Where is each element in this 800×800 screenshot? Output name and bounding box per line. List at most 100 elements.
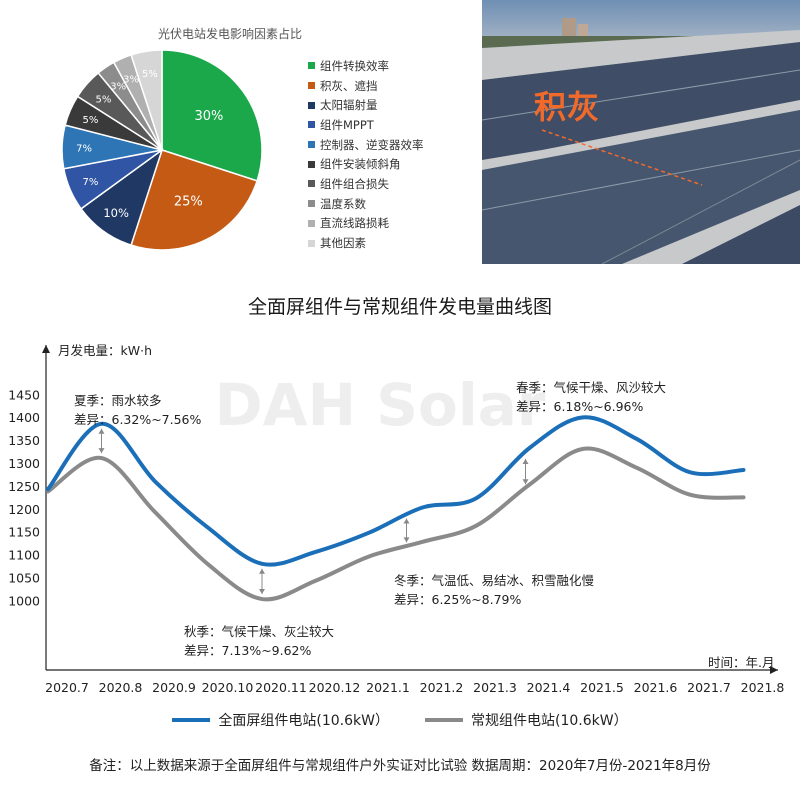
pie-slice-label: 30% [194, 109, 223, 124]
footnote: 备注：以上数据来源于全面屏组件与常规组件户外实证对比试验 数据周期：2020年7… [89, 758, 711, 774]
pie-slice-label: 25% [174, 195, 203, 210]
difference-arrowhead [259, 568, 265, 574]
series-line-full-screen [46, 415, 746, 567]
pie-slice-label: 3% [123, 74, 139, 85]
pie-legend-swatch [308, 121, 315, 129]
pie-legend-item: 积灰、遮挡 [308, 76, 424, 96]
y-tick-label: 1250 [8, 479, 40, 494]
line-chart-title: 全面屏组件与常规组件发电量曲线图 [247, 296, 552, 318]
legend-conventional: 常规组件电站(10.6kW） [425, 710, 628, 730]
y-tick-label: 1300 [8, 456, 40, 471]
x-tick-label: 2021.5 [580, 680, 624, 695]
pie-legend-swatch [308, 141, 315, 149]
y-tick-label: 1150 [8, 525, 40, 540]
pie-legend-label: 组件组合损失 [320, 176, 389, 191]
annotation-autumn: 秋季：气候干燥、灰尘较大 差异：7.13%~9.62% [184, 622, 334, 660]
x-tick-label: 2020.9 [152, 680, 196, 695]
annotation-spring-season: 春季：气候干燥、风沙较大 [516, 380, 667, 395]
annotation-autumn-diff: 差异：7.13%~9.62% [184, 643, 312, 658]
pie-legend-label: 直流线路损耗 [320, 216, 389, 231]
difference-arrowhead [98, 448, 105, 454]
pie-legend-swatch [308, 62, 315, 70]
legend-full-screen: 全面屏组件电站(10.6kW） [172, 710, 389, 730]
pie-legend-item: 组件组合损失 [308, 174, 424, 194]
annotation-spring-diff: 差异：6.18%~6.96% [516, 399, 644, 414]
legend-conventional-swatch [425, 718, 463, 722]
x-tick-label: 2021.6 [634, 680, 678, 695]
pie-legend-label: 组件安装倾斜角 [320, 157, 401, 172]
difference-arrowhead [403, 518, 410, 524]
x-tick-label: 2020.8 [99, 680, 143, 695]
y-axis-label: 月发电量：kW·h [58, 343, 152, 358]
solar-panel-photo: 积灰 [482, 0, 800, 264]
pie-slice [130, 149, 259, 251]
pie-legend-label: 组件转换效率 [320, 58, 389, 73]
y-tick-label: 1450 [8, 387, 40, 402]
dust-label: 积灰 [534, 88, 601, 126]
x-tick-label: 2021.7 [687, 680, 731, 695]
difference-arrowhead [403, 537, 410, 543]
pie-legend-item: 组件安装倾斜角 [308, 154, 424, 174]
pie-legend-item: 太阳辐射量 [308, 95, 424, 115]
legend-full-screen-label: 全面屏组件电站(10.6kW） [218, 713, 389, 729]
pie-slice-label: 7% [82, 177, 98, 188]
pie-legend-label: 控制器、逆变器效率 [320, 137, 424, 152]
annotation-winter-diff: 差异：6.25%~8.79% [394, 592, 522, 607]
x-axis-label: 时间：年.月 [708, 655, 775, 670]
rooftop-panels-image [482, 0, 800, 264]
difference-arrowhead [98, 428, 105, 434]
x-tick-label: 2021.4 [527, 680, 571, 695]
pie-legend-item: 其他因素 [308, 233, 424, 253]
x-axis-arrow [770, 666, 778, 674]
pie-slice-label: 5% [142, 69, 158, 80]
y-tick-label: 1100 [8, 548, 40, 563]
x-tick-label: 2021.8 [741, 680, 785, 695]
pie-title: 光伏电站发电影响因素占比 [157, 27, 302, 41]
difference-arrowhead [522, 458, 529, 464]
pie-legend-item: 控制器、逆变器效率 [308, 135, 424, 155]
pie-legend-item: 组件MPPT [308, 115, 424, 135]
pie-legend-item: 温度系数 [308, 194, 424, 214]
pie-legend-swatch [308, 200, 315, 208]
pie-legend-label: 积灰、遮挡 [320, 78, 378, 93]
pie-slice-label: 10% [103, 206, 129, 220]
pie-slice-label: 7% [76, 144, 92, 155]
pie-legend-swatch [308, 82, 315, 90]
x-tick-label: 2020.11 [255, 680, 307, 695]
y-tick-label: 1400 [8, 410, 40, 425]
pie-slice [130, 49, 163, 151]
y-tick-label: 1350 [8, 433, 40, 448]
difference-arrowhead [522, 479, 529, 485]
pie-legend-item: 组件转换效率 [308, 56, 424, 76]
annotation-winter: 冬季：气温低、易结冰、积雪融化慢 差异：6.25%~8.79% [394, 571, 594, 609]
x-tick-label: 2021.2 [420, 680, 464, 695]
y-tick-label: 1200 [8, 502, 40, 517]
annotation-spring: 春季：气候干燥、风沙较大 差异：6.18%~6.96% [516, 378, 666, 416]
pie-legend-label: 组件MPPT [320, 117, 374, 132]
difference-arrowhead [259, 589, 265, 595]
pie-legend-swatch [308, 101, 315, 109]
pie-slice-label: 5% [96, 94, 112, 105]
x-tick-label: 2020.7 [45, 680, 89, 695]
pie-legend-swatch [308, 160, 315, 168]
annotation-autumn-season: 秋季：气候干燥、灰尘较大 [184, 624, 335, 639]
annotation-summer: 夏季：雨水较多 差异：6.32%~7.56% [74, 391, 201, 429]
line-legend: 全面屏组件电站(10.6kW） 常规组件电站(10.6kW） [0, 710, 800, 730]
pie-legend-item: 直流线路损耗 [308, 214, 424, 234]
y-axis-arrow [42, 345, 50, 353]
pie-slice-label: 5% [82, 115, 98, 126]
x-tick-label: 2020.12 [309, 680, 361, 695]
pie-legend-swatch [308, 180, 315, 188]
pie-slice-label: 3% [110, 81, 126, 92]
y-tick-label: 1000 [8, 593, 40, 608]
x-tick-label: 2020.10 [202, 680, 254, 695]
x-tick-label: 2021.3 [473, 680, 517, 695]
annotation-summer-season: 夏季：雨水较多 [74, 393, 162, 408]
pie-legend-label: 太阳辐射量 [320, 98, 378, 113]
legend-conventional-label: 常规组件电站(10.6kW） [471, 713, 628, 729]
pie-legend-label: 其他因素 [320, 236, 366, 251]
pie-legend: 组件转换效率 积灰、遮挡太阳辐射量组件MPPT 控制器、逆变器效率 组件安装倾斜角 组件… [308, 56, 424, 253]
